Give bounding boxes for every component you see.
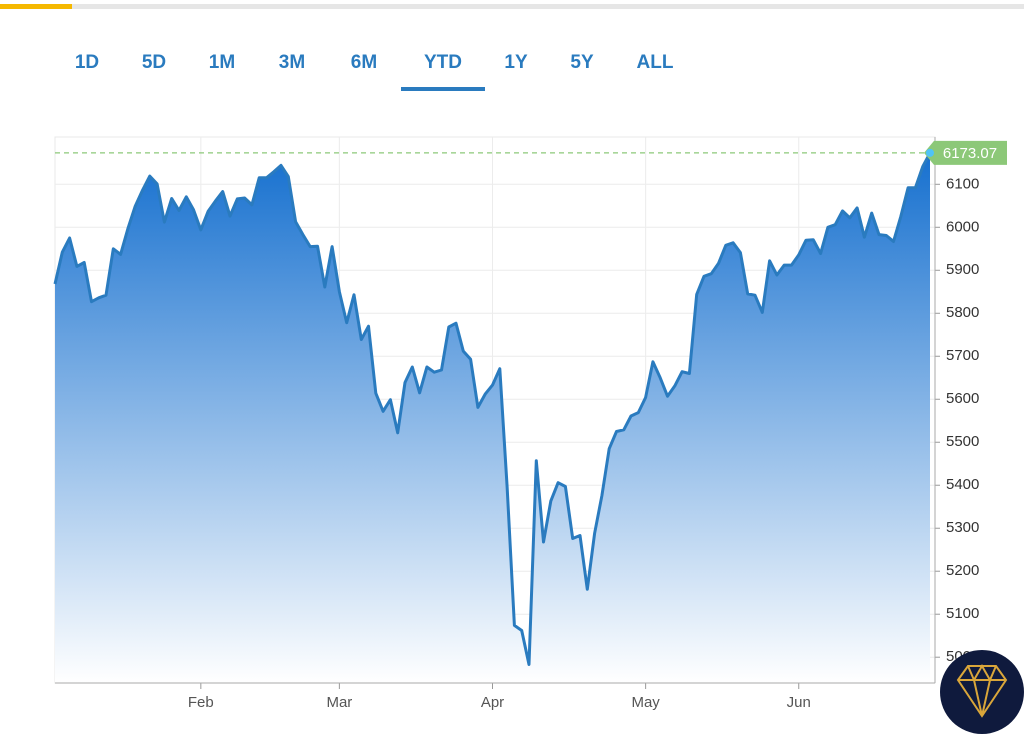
y-tick-label: 5300 [946, 519, 979, 536]
x-tick-label: May [631, 694, 660, 711]
y-tick-label: 5400 [946, 476, 979, 493]
range-tab[interactable]: 5Y [570, 52, 594, 73]
logo [940, 650, 1024, 734]
range-tab[interactable]: YTD [424, 52, 462, 73]
x-tick-label: Apr [481, 694, 504, 711]
y-tick-label: 5700 [946, 347, 979, 364]
last-value-tag [924, 140, 1007, 165]
area-fill [55, 152, 930, 683]
y-tick-label: 5500 [946, 433, 979, 450]
last-value-dot [926, 148, 934, 157]
y-tick-label: 5200 [946, 562, 979, 579]
x-tick-label: Jun [787, 694, 811, 711]
top-bar-accent [0, 4, 72, 9]
range-tab[interactable]: ALL [637, 52, 674, 73]
range-tab[interactable]: 1D [75, 52, 99, 73]
x-tick-label: Feb [188, 694, 214, 711]
y-tick-label: 5600 [946, 390, 979, 407]
range-tab[interactable]: 3M [279, 52, 305, 73]
range-tab[interactable]: 1Y [504, 52, 528, 73]
area-line [53, 152, 932, 666]
x-tick-label: Mar [326, 694, 352, 711]
last-value-label: 6173.07 [943, 145, 997, 162]
top-bar [0, 4, 1024, 9]
selected-tab-underline [401, 87, 485, 91]
y-tick-label: 5900 [946, 261, 979, 278]
y-tick-label: 6100 [946, 175, 979, 192]
y-tick-label: 5100 [946, 605, 979, 622]
range-tab[interactable]: 1M [209, 52, 235, 73]
range-tab[interactable]: 6M [351, 52, 377, 73]
range-tab[interactable]: 5D [142, 52, 166, 73]
y-tick-label: 5800 [946, 304, 979, 321]
y-tick-label: 6000 [946, 218, 979, 235]
